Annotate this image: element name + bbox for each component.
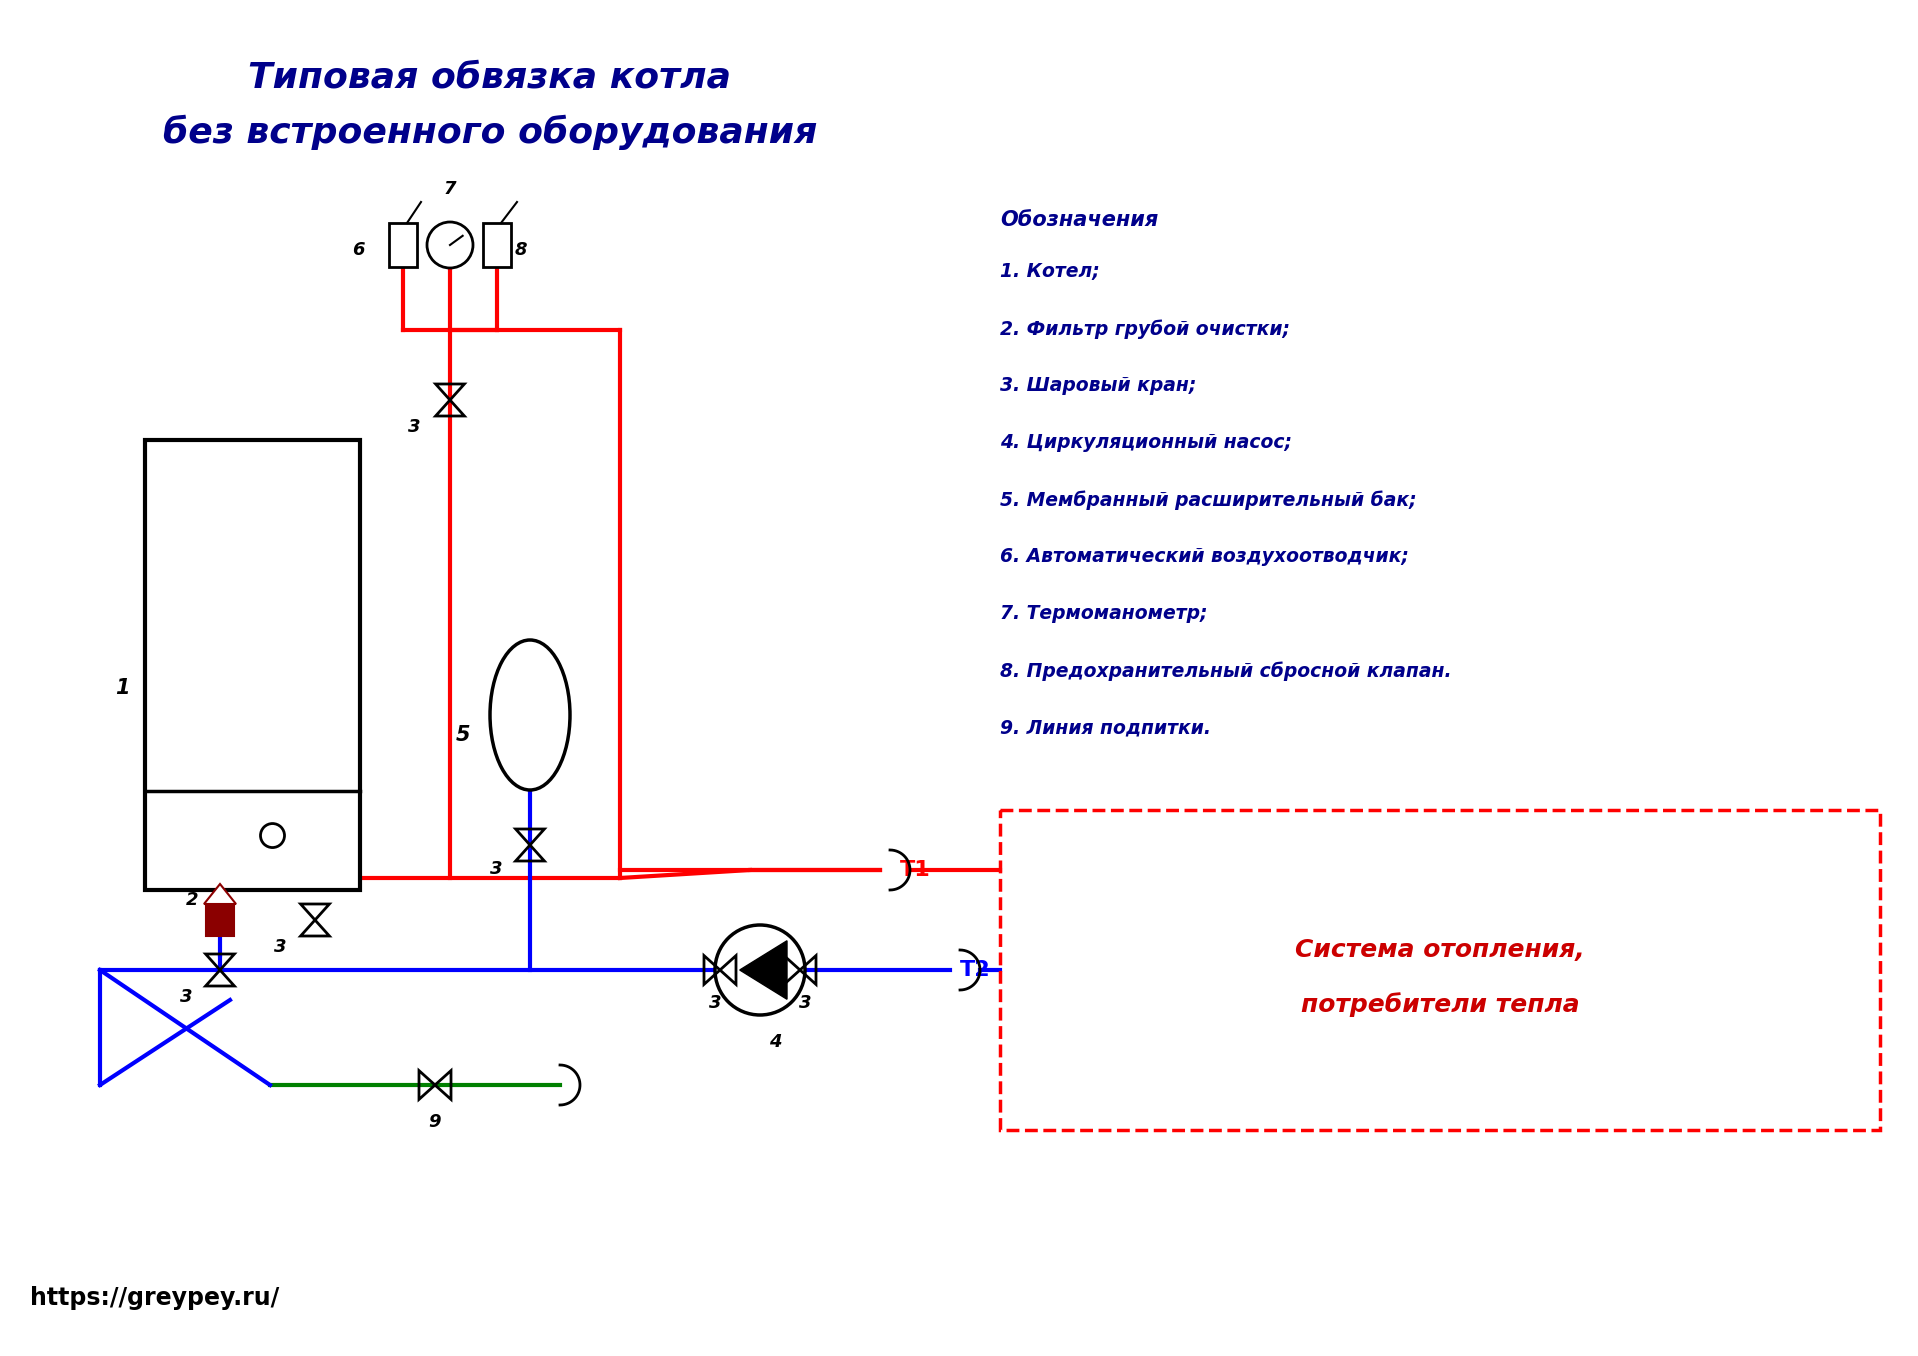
Bar (483, 222, 510, 267)
Text: 6: 6 (353, 241, 364, 259)
Text: 5. Мембранный расширительный бак;: 5. Мембранный расширительный бак; (999, 490, 1417, 510)
Text: 5: 5 (455, 725, 470, 744)
Text: 9: 9 (430, 1113, 441, 1131)
Bar (205, 904, 234, 936)
Text: 3: 3 (489, 860, 503, 877)
Text: 6. Автоматический воздухоотводчик;: 6. Автоматический воздухоотводчик; (999, 546, 1410, 565)
Text: 4: 4 (769, 1033, 781, 1051)
Bar (999, 810, 1880, 1130)
Text: Т2: Т2 (961, 960, 990, 980)
Text: 7. Термоманометр;: 7. Термоманометр; (999, 603, 1208, 622)
Circle shape (715, 925, 806, 1016)
Text: 3: 3 (407, 418, 420, 437)
Text: 1: 1 (115, 678, 130, 697)
Text: 4. Циркуляционный насос;: 4. Циркуляционный насос; (999, 433, 1293, 452)
Text: 8: 8 (516, 241, 527, 259)
Text: Типовая обвязка котла: Типовая обвязка котла (249, 60, 731, 94)
Text: Система отопления,: Система отопления, (1295, 938, 1584, 961)
Text: 1. Котел;: 1. Котел; (999, 262, 1099, 281)
Text: 3. Шаровый кран;: 3. Шаровый кран; (999, 376, 1197, 395)
Text: 2: 2 (186, 891, 198, 909)
Bar (389, 222, 416, 267)
Text: 9. Линия подпитки.: 9. Линия подпитки. (999, 717, 1210, 738)
Circle shape (428, 222, 474, 268)
Text: 7: 7 (443, 180, 456, 198)
Bar (146, 439, 361, 890)
Text: 3: 3 (180, 989, 192, 1006)
Polygon shape (740, 941, 786, 999)
Text: Обозначения: Обозначения (999, 210, 1158, 231)
Text: 2. Фильтр грубой очистки;: 2. Фильтр грубой очистки; (999, 319, 1291, 339)
Text: 8. Предохранительный сбросной клапан.: 8. Предохранительный сбросной клапан. (999, 660, 1452, 681)
Text: https://greypey.ru/: https://greypey.ru/ (31, 1285, 280, 1310)
Polygon shape (203, 884, 236, 904)
Ellipse shape (489, 640, 570, 791)
Text: потребители тепла: потребители тепла (1300, 993, 1579, 1017)
Text: 3: 3 (798, 994, 811, 1012)
Text: без встроенного оборудования: без встроенного оборудования (163, 115, 817, 151)
Text: Т1: Т1 (900, 860, 930, 880)
Text: 3: 3 (274, 938, 288, 956)
Text: 3: 3 (710, 994, 721, 1012)
